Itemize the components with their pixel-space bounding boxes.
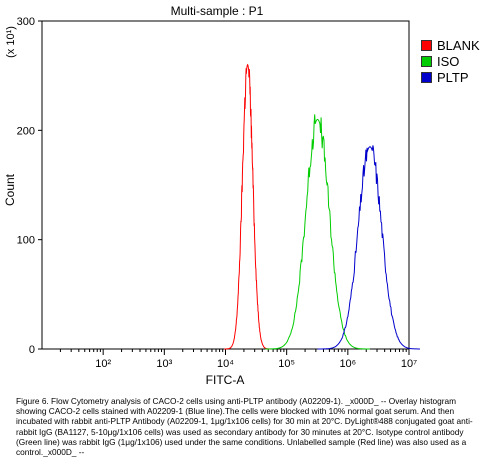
x-tick-label: 10⁷ [401, 358, 417, 370]
x-tick-label: 10⁴ [217, 358, 234, 370]
y-multiplier: (x 10¹) [5, 26, 17, 58]
series-line-iso [265, 114, 370, 350]
legend-item-pltp: PLTP [421, 69, 480, 85]
x-axis-ticks: 10² 10³ 10⁴ 10⁵ 10⁶ 10⁷ [59, 349, 417, 370]
legend-swatch [421, 39, 432, 51]
figure-caption: Figure 6. Flow Cytometry analysis of CAC… [16, 396, 473, 458]
legend-label: ISO [437, 53, 460, 69]
series-line-pltp [317, 145, 420, 350]
legend-item-blank: BLANK [421, 37, 480, 53]
legend-label: PLTP [437, 69, 469, 85]
x-axis-label: FITC-A [206, 373, 245, 387]
flow-cytometry-chart: Multi-sample : P1 (x 10¹) Count FITC-A 0… [3, 4, 420, 387]
legend-swatch [421, 71, 432, 83]
y-tick-label: 200 [17, 125, 35, 137]
x-tick-label: 10⁵ [278, 358, 295, 370]
x-tick-label: 10³ [156, 358, 172, 370]
y-tick-label: 300 [17, 16, 35, 28]
y-axis-label: Count [3, 173, 17, 206]
plot-frame [41, 20, 410, 350]
y-axis-ticks: 0 100 200 300 [17, 16, 42, 356]
legend: BLANK ISO PLTP [421, 37, 480, 85]
legend-item-iso: ISO [421, 53, 480, 69]
histogram-lines [224, 63, 420, 350]
legend-swatch [421, 55, 432, 67]
y-tick-label: 0 [29, 344, 35, 356]
legend-label: BLANK [437, 37, 480, 53]
series-line-blank [224, 63, 271, 350]
x-tick-label: 10² [95, 358, 111, 370]
x-tick-label: 10⁶ [339, 358, 356, 370]
chart-title: Multi-sample : P1 [171, 4, 264, 18]
y-tick-label: 100 [17, 235, 35, 247]
